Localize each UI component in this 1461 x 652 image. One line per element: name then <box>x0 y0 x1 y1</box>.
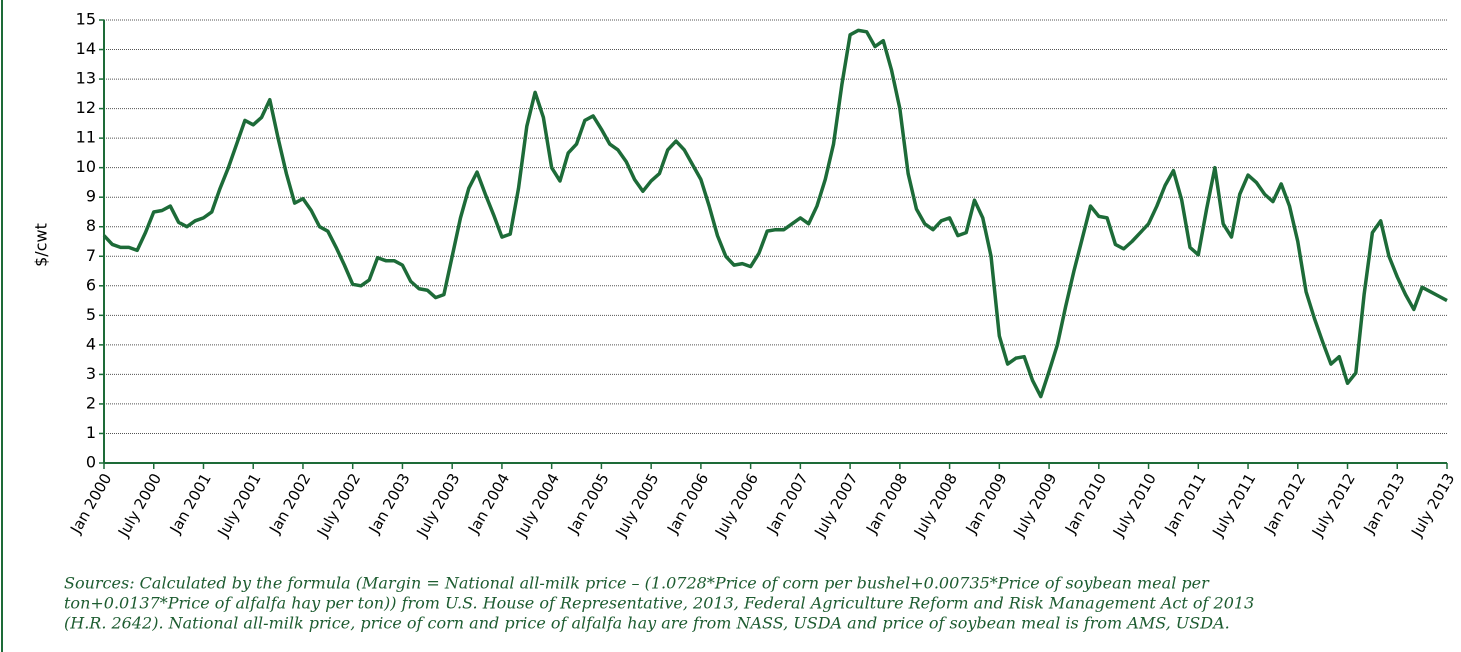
y-tick-label: 11 <box>76 128 96 147</box>
source-line: ton+0.0137*Price of alfalfa hay per ton)… <box>64 594 1254 613</box>
x-tick-label: July 2011 <box>1208 470 1259 540</box>
y-tick-label: 2 <box>86 393 96 412</box>
source-line: (H.R. 2642). National all-milk price, pr… <box>64 614 1230 633</box>
x-tick-label: Jan 2008 <box>862 470 911 537</box>
y-tick-label: 12 <box>76 98 96 117</box>
y-tick-label: 9 <box>86 187 96 206</box>
x-tick-label: Jan 2009 <box>962 470 1011 537</box>
source-line: Sources: Calculated by the formula (Marg… <box>64 574 1210 593</box>
y-tick-label: 7 <box>86 246 96 265</box>
x-tick-label: Jan 2003 <box>365 470 414 537</box>
x-tick-label: July 2007 <box>810 470 861 540</box>
x-tick-label: Jan 2012 <box>1260 470 1309 537</box>
y-tick-label: 14 <box>76 39 96 58</box>
x-tick-label: Jan 2011 <box>1161 470 1210 537</box>
x-tick-label: Jan 2002 <box>265 470 314 537</box>
y-tick-label: 5 <box>86 305 96 324</box>
y-tick-label: 1 <box>86 423 96 442</box>
y-tick-label: 3 <box>86 364 96 383</box>
x-tick-label: July 2008 <box>910 470 961 540</box>
y-tick-label: 15 <box>76 10 96 29</box>
x-tick-label: Jan 2007 <box>763 470 812 537</box>
y-tick-label: 4 <box>86 334 96 353</box>
x-tick-label: July 2002 <box>313 470 364 540</box>
x-tick-label: Jan 2001 <box>166 470 215 537</box>
x-tick-label: Jan 2000 <box>66 470 115 537</box>
x-tick-label: July 2010 <box>1109 470 1160 540</box>
x-tick-label: Jan 2004 <box>464 470 513 537</box>
x-tick-label: July 2009 <box>1009 470 1060 540</box>
x-tick-label: July 2001 <box>214 470 265 540</box>
x-tick-label: July 2003 <box>412 470 463 540</box>
x-tick-label: Jan 2013 <box>1359 470 1408 537</box>
x-tick-label: Jan 2005 <box>564 470 613 537</box>
x-tick-label: July 2006 <box>711 470 762 540</box>
data-line <box>102 28 1448 399</box>
y-tick-label: 13 <box>76 69 96 88</box>
x-tick-label: July 2000 <box>114 470 165 540</box>
x-tick-label: July 2004 <box>512 470 563 540</box>
x-tick-label: Jan 2010 <box>1061 470 1110 537</box>
y-tick-label: 10 <box>76 157 96 176</box>
x-tick-label: July 2013 <box>1407 470 1458 540</box>
y-tick-label: 8 <box>86 216 96 235</box>
y-axis-label: $/cwt <box>32 223 51 267</box>
y-tick-label: 6 <box>86 275 96 294</box>
x-tick-label: July 2012 <box>1308 470 1359 540</box>
y-tick-label: 0 <box>86 453 96 472</box>
x-tick-label: Jan 2006 <box>663 470 712 537</box>
x-tick-label: July 2005 <box>611 470 662 540</box>
